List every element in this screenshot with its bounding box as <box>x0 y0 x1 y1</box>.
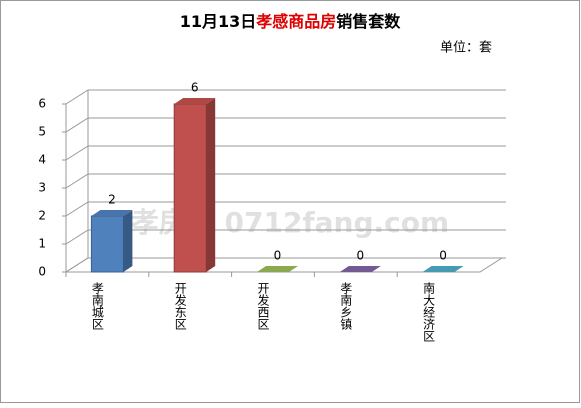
x-tick-label: 南大经济区 <box>422 281 436 342</box>
y-tick-label: 3 <box>38 181 46 195</box>
bar-front <box>90 215 124 273</box>
bar-top <box>91 210 133 216</box>
x-tick-label: 孝南城区 <box>90 282 104 330</box>
title-part: 孝感商品房 <box>255 12 336 31</box>
bar-top <box>174 98 216 104</box>
y-tick-label: 6 <box>38 97 46 111</box>
x-tick-label: 开发东区 <box>173 282 187 330</box>
value-label: 6 <box>191 81 199 95</box>
unit-label: 单位：套 <box>440 40 492 56</box>
bar-top <box>422 266 464 272</box>
value-label: 2 <box>108 193 116 207</box>
x-tick-label: 开发西区 <box>256 282 270 330</box>
y-tick-label: 5 <box>38 125 46 139</box>
title-part: 11月13日 <box>180 12 257 31</box>
value-label: 0 <box>274 249 282 263</box>
y-tick-label: 2 <box>38 209 46 223</box>
chart-title: 11月13日孝感商品房销售套数 <box>180 12 402 31</box>
y-tick-label: 0 <box>38 265 46 279</box>
y-tick-label: 4 <box>38 153 46 167</box>
bar-front <box>173 103 207 273</box>
x-tick-label: 孝南乡镇 <box>339 282 353 331</box>
y-tick-label: 1 <box>38 237 46 251</box>
bar-top <box>257 266 298 272</box>
bar-side <box>123 210 133 272</box>
value-label: 0 <box>356 249 364 263</box>
title-part: 销售套数 <box>336 12 401 31</box>
value-label: 0 <box>439 249 447 263</box>
bar-side <box>206 98 216 272</box>
bar-top <box>339 266 381 272</box>
